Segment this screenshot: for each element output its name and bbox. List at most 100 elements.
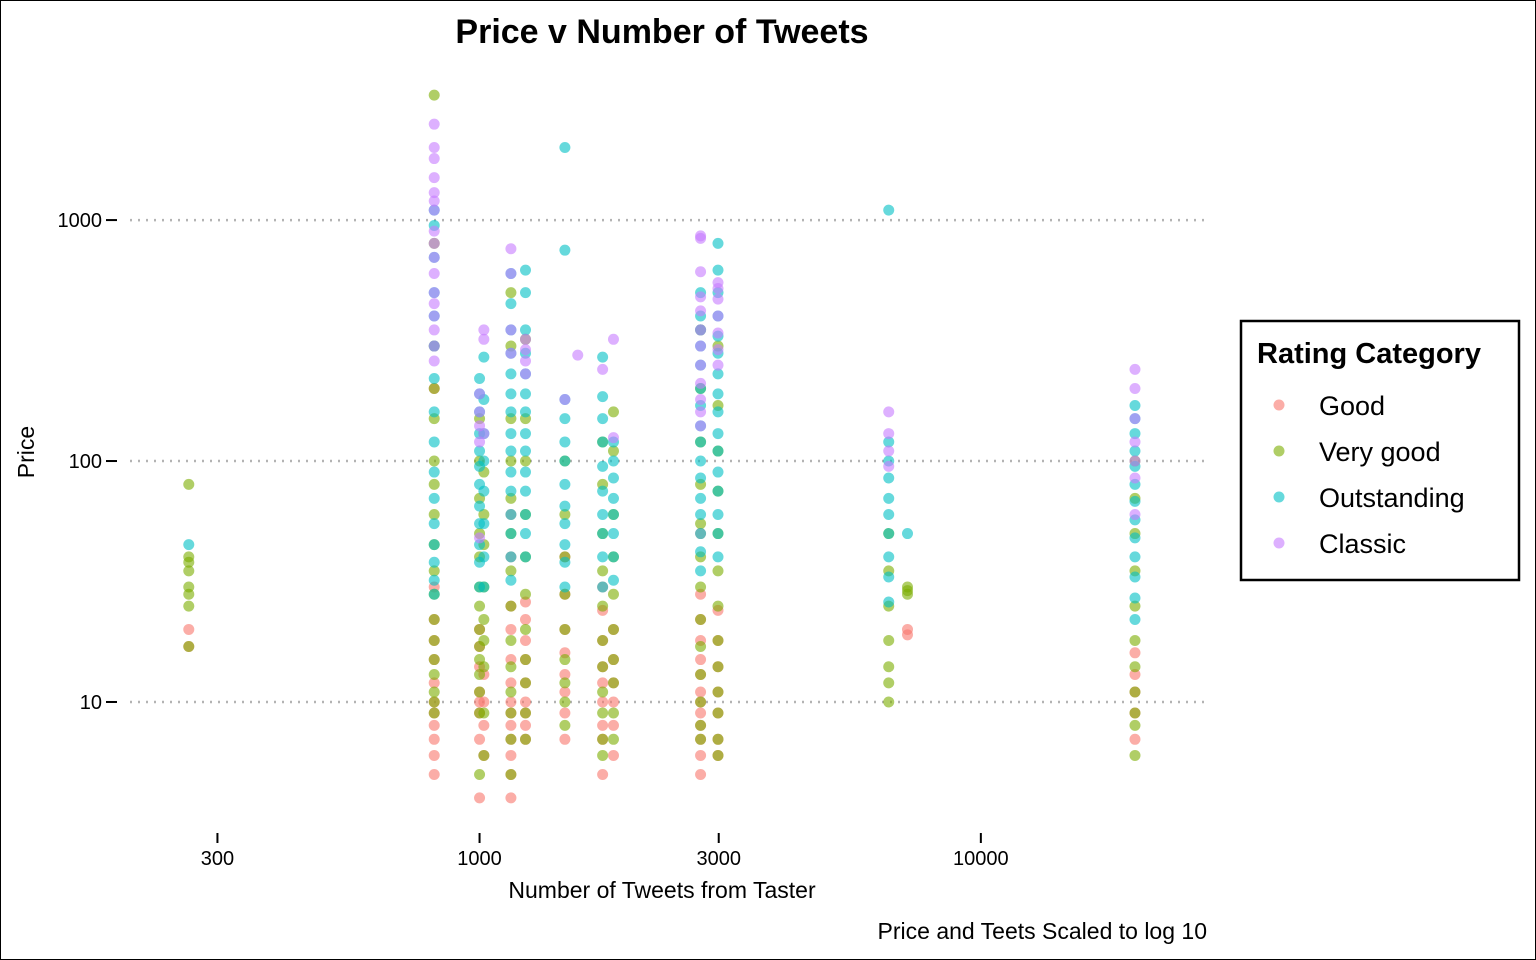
data-point [520, 324, 532, 336]
data-point [559, 581, 571, 593]
data-point [559, 539, 571, 551]
data-point [183, 556, 195, 568]
data-point [520, 623, 532, 635]
data-point [428, 654, 440, 666]
data-point [1129, 600, 1141, 612]
data-point [520, 445, 532, 457]
legend-box [1239, 319, 1521, 582]
data-point [712, 528, 724, 540]
data-point [597, 565, 609, 577]
data-point [695, 377, 707, 389]
data-point [559, 623, 571, 635]
data-point [520, 596, 532, 608]
data-point [428, 237, 440, 249]
data-point [559, 413, 571, 425]
data-point [428, 518, 440, 530]
data-point [520, 368, 532, 380]
data-point [505, 368, 517, 380]
data-point [1129, 613, 1141, 625]
y-axis: 10 100 1000 [58, 210, 117, 714]
data-point [428, 195, 440, 207]
data-point [505, 388, 517, 400]
data-point [505, 634, 517, 646]
data-point [559, 719, 571, 731]
data-point [520, 696, 532, 708]
data-point [607, 654, 619, 666]
data-point [607, 696, 619, 708]
data-point [505, 508, 517, 520]
data-point [478, 485, 490, 497]
data-point [478, 551, 490, 563]
data-point [883, 508, 895, 520]
data-point [883, 528, 895, 540]
data-point [505, 565, 517, 577]
data-point [695, 749, 707, 761]
data-point [712, 749, 724, 761]
data-point [428, 455, 440, 467]
data-point [712, 359, 724, 371]
data-point [607, 588, 619, 600]
data-point [607, 508, 619, 520]
data-point [695, 508, 707, 520]
data-point [597, 661, 609, 673]
data-point [505, 287, 517, 299]
data-point [428, 187, 440, 199]
data-point [883, 661, 895, 673]
data-point [883, 406, 895, 418]
data-point [712, 344, 724, 356]
data-point [597, 733, 609, 745]
data-point [428, 355, 440, 367]
data-point [478, 333, 490, 345]
data-point [597, 769, 609, 781]
x-tick-label: 10000 [953, 848, 1009, 870]
data-point [883, 460, 895, 472]
data-point [597, 600, 609, 612]
data-point [183, 565, 195, 577]
data-point [883, 472, 895, 484]
data-point [695, 769, 707, 781]
data-point [428, 769, 440, 781]
data-point [597, 508, 609, 520]
data-point [505, 574, 517, 586]
data-point [183, 623, 195, 635]
data-point [520, 485, 532, 497]
data-point [183, 478, 195, 490]
x-axis: 300 1000 3000 10000 [201, 833, 1009, 870]
data-point [883, 677, 895, 689]
data-point [712, 733, 724, 745]
data-point [505, 243, 517, 255]
data-point [428, 268, 440, 280]
data-point [695, 686, 707, 698]
data-point [505, 466, 517, 478]
x-tick-label: 1000 [457, 848, 502, 870]
data-point [695, 359, 707, 371]
data-point [428, 118, 440, 130]
data-point [520, 654, 532, 666]
data-point [597, 413, 609, 425]
y-axis-title: Price [13, 426, 39, 478]
x-tick-label: 300 [201, 848, 234, 870]
data-point [559, 518, 571, 530]
legend-label: Outstanding [1319, 483, 1465, 513]
data-point [520, 551, 532, 563]
data-point [478, 634, 490, 646]
data-point [559, 508, 571, 520]
data-point [474, 792, 486, 804]
data-point [520, 719, 532, 731]
data-point [478, 749, 490, 761]
data-point [712, 310, 724, 322]
data-point [1129, 647, 1141, 659]
data-point [520, 264, 532, 276]
data-point [695, 436, 707, 448]
data-point [695, 640, 707, 652]
data-point [559, 455, 571, 467]
data-point [695, 654, 707, 666]
data-point [428, 719, 440, 731]
data-point [712, 485, 724, 497]
data-point [597, 581, 609, 593]
data-point [607, 406, 619, 418]
data-point [428, 153, 440, 165]
data-point [428, 539, 440, 551]
data-point [505, 528, 517, 540]
data-point [478, 707, 490, 719]
